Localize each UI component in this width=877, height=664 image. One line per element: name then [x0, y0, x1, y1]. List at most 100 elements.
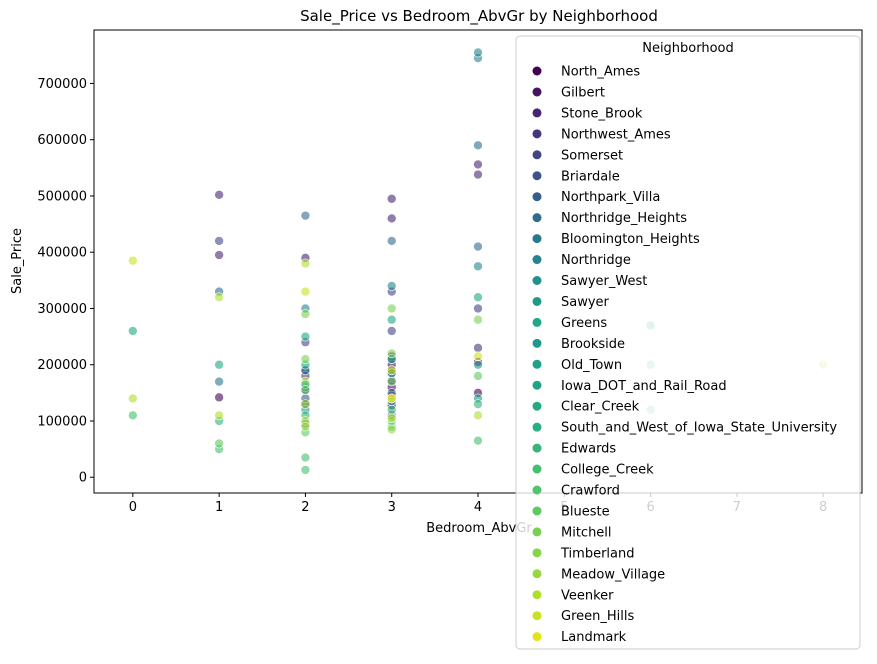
legend-marker [532, 129, 542, 139]
legend-marker [532, 506, 542, 516]
point-mitchell [386, 376, 397, 387]
point-northridge-heights [386, 236, 397, 246]
x-tick-label: 3 [388, 500, 396, 515]
legend-marker [532, 527, 542, 537]
legend-label: Edwards [561, 442, 616, 457]
point-stone-brook [214, 190, 224, 200]
y-tick-label: 700000 [37, 77, 87, 92]
point-northwest-ames [473, 343, 483, 353]
legend-label: Northridge [561, 253, 631, 268]
point-northridge-heights [473, 241, 483, 252]
point-timberland [473, 314, 483, 325]
legend-label: Sawyer_West [561, 274, 647, 289]
legend-label: College_Creek [561, 463, 654, 478]
x-tick-label: 0 [129, 500, 137, 515]
legend-label: Green_Hills [561, 609, 634, 624]
y-tick-label: 400000 [37, 246, 87, 261]
point-meadow-village [386, 424, 397, 435]
legend-marker [532, 66, 542, 76]
point-crawford [386, 314, 397, 325]
legend-label: Bloomington_Heights [561, 232, 700, 247]
point-veenker [214, 292, 224, 303]
legend-items: North_Ames Gilbert Stone_Brook Northwest_Am… [532, 65, 837, 645]
point-edwards [214, 410, 224, 421]
legend-label: Gilbert [561, 85, 605, 100]
point-north-ames [214, 392, 224, 403]
legend-marker [532, 296, 542, 306]
legend-label: Blueste [561, 504, 610, 519]
legend-marker [532, 632, 542, 642]
point-green-hills [300, 286, 311, 297]
y-tick-label: 600000 [37, 133, 87, 148]
legend-label: Somerset [561, 148, 623, 163]
point-clear-creek [386, 348, 397, 359]
legend-marker [532, 171, 542, 181]
legend-title: Neighborhood [642, 41, 734, 56]
point-college-creek [473, 351, 483, 362]
legend-label: Mitchell [561, 525, 612, 540]
point-meadow-village [300, 421, 311, 432]
legend-marker [532, 464, 542, 474]
point-bloomington-heights [214, 376, 224, 387]
point-northridge [473, 47, 483, 58]
x-axis-label: Bedroom_AbvGr [426, 521, 532, 536]
legend-label: Timberland [560, 546, 634, 561]
legend-marker [532, 590, 542, 600]
point-timberland [386, 303, 397, 314]
point-edwards [128, 393, 138, 404]
legend-marker [532, 401, 542, 411]
legend-marker [532, 255, 542, 265]
point-college-creek [386, 365, 397, 376]
point-stone-brook [386, 213, 397, 224]
y-tick-label: 0 [79, 471, 87, 486]
y-tick-label: 500000 [37, 189, 87, 204]
point-timberland [300, 309, 311, 319]
y-tick-label: 300000 [37, 302, 87, 317]
legend-label: Northridge_Heights [561, 211, 687, 226]
legend-label: Stone_Brook [561, 106, 643, 121]
point-old-town [473, 435, 483, 446]
legend-marker [532, 443, 542, 453]
legend-label: Iowa_DOT_and_Rail_Road [561, 379, 727, 394]
legend-label: Sawyer [561, 295, 610, 310]
legend-label: Greens [561, 316, 607, 331]
legend-label: Veenker [561, 588, 614, 603]
point-crawford [128, 326, 138, 336]
legend-marker [532, 87, 542, 97]
legend-label: Meadow_Village [561, 567, 665, 582]
y-axis-label: Sale_Price [10, 228, 25, 294]
point-edwards [386, 413, 397, 423]
legend-marker [532, 234, 542, 244]
x-tick-label: 2 [301, 500, 309, 515]
legend-label: Clear_Creek [561, 400, 640, 415]
y-axis-ticks: 0 100000 200000 300000 400000 500000 600000 700… [37, 77, 94, 486]
legend-frame [515, 35, 861, 650]
point-somerset [386, 326, 397, 336]
point-iowa-dot-and-rail-road [214, 438, 224, 449]
point-brookside [473, 399, 483, 409]
point-crawford [214, 359, 224, 370]
point-crawford [473, 292, 483, 303]
point-edwards [473, 410, 483, 421]
legend-marker [532, 338, 542, 348]
legend-label: Brookside [561, 337, 625, 352]
legend-label: Northpark_Villa [561, 190, 660, 205]
chart-title: Sale_Price vs Bedroom_AbvGr by Neighborh… [300, 7, 658, 26]
point-stone-brook [386, 193, 397, 204]
point-old-town [300, 452, 311, 463]
point-crawford [300, 331, 311, 342]
legend-marker [532, 213, 542, 223]
legend-marker [532, 380, 542, 390]
point-stone-brook [214, 250, 224, 260]
point-old-town [300, 465, 311, 475]
point-mitchell [473, 371, 483, 381]
legend-label: North_Ames [561, 65, 640, 80]
legend-label: Northwest_Ames [561, 127, 671, 142]
point-old-town [128, 410, 138, 421]
legend: Neighborhood North_Ames Gilbert Stone_Broo… [515, 35, 861, 650]
point-veenker [300, 258, 311, 269]
legend-label: Old_Town [561, 358, 622, 373]
point-northridge [386, 281, 397, 291]
